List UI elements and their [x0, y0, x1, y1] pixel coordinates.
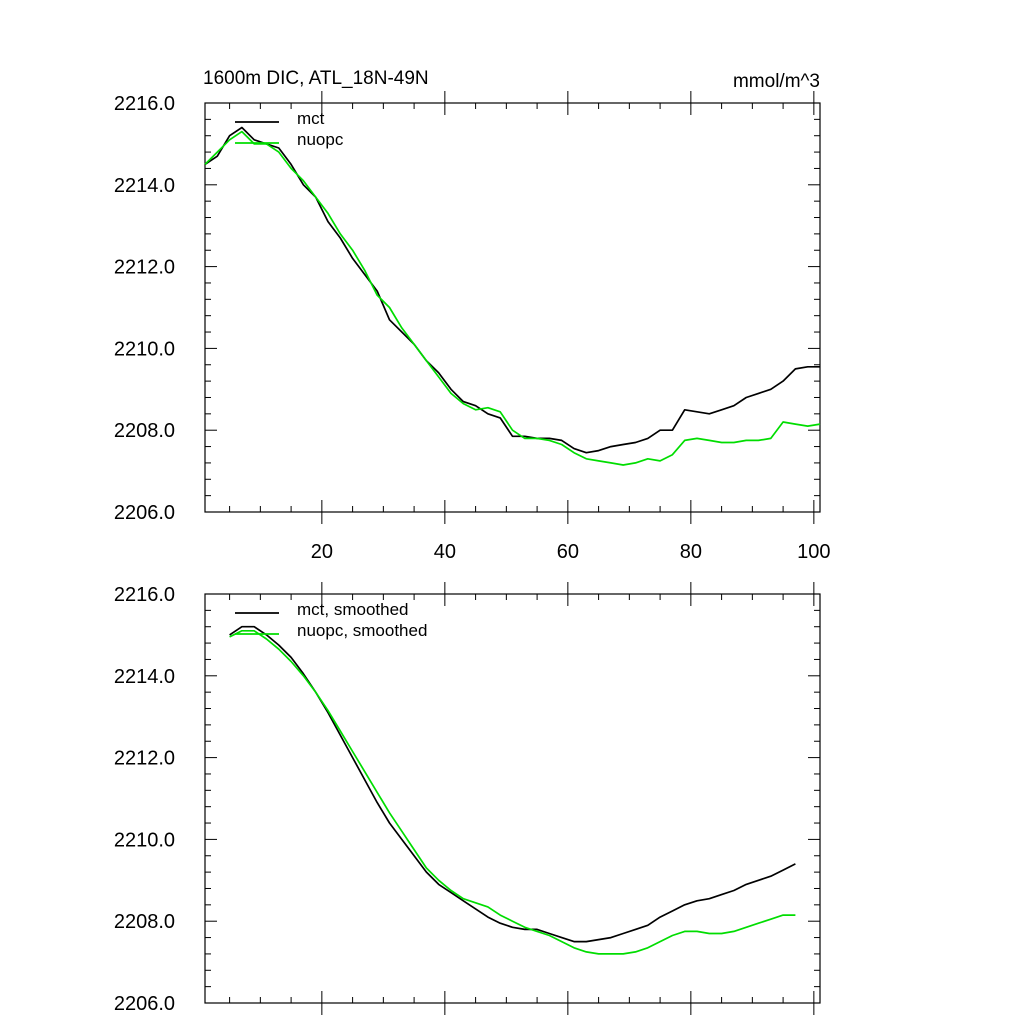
y-tick-label: 2216.0 [114, 584, 175, 606]
y-tick-label: 2208.0 [114, 420, 175, 442]
top-panel: 2206.0 2208.0 2210.0 2212.0 2214.0 2216.0 20 40… [114, 91, 831, 563]
chart-title: 1600m DIC, ATL_18N-49N [203, 68, 429, 89]
x-tick-label: 80 [680, 541, 702, 563]
y-tick-label: 2210.0 [114, 338, 175, 360]
bottom-panel: 2206.0 2208.0 2210.0 2212.0 2214.0 2216.0 mct,… [114, 582, 821, 1015]
y-tick-label: 2212.0 [114, 748, 175, 770]
y-tick-label: 2206.0 [114, 993, 175, 1015]
plot-frame [204, 102, 821, 513]
legend-label: mct [297, 109, 325, 128]
x-tick-label: 20 [311, 541, 333, 563]
x-tick-label: 100 [797, 541, 830, 563]
y-tick-label: 2214.0 [114, 666, 175, 688]
y-tick-label: 2214.0 [114, 175, 175, 197]
legend-label: mct, smoothed [297, 600, 409, 619]
legend-label: nuopc [297, 130, 344, 149]
plot-frame [204, 593, 821, 1004]
y-tick-label: 2208.0 [114, 911, 175, 933]
y-tick-label: 2210.0 [114, 829, 175, 851]
x-tick-label: 60 [557, 541, 579, 563]
series-line-nuopc [204, 130, 821, 466]
legend-label: nuopc, smoothed [297, 621, 427, 640]
y-tick-label: 2212.0 [114, 257, 175, 279]
series-line-nuopc [229, 629, 796, 955]
units-label: mmol/m^3 [733, 71, 820, 92]
x-tick-label: 40 [434, 541, 456, 563]
series-line-mct [229, 625, 796, 943]
y-tick-label: 2206.0 [114, 502, 175, 524]
y-tick-label: 2216.0 [114, 93, 175, 115]
series-line-mct [204, 126, 820, 454]
